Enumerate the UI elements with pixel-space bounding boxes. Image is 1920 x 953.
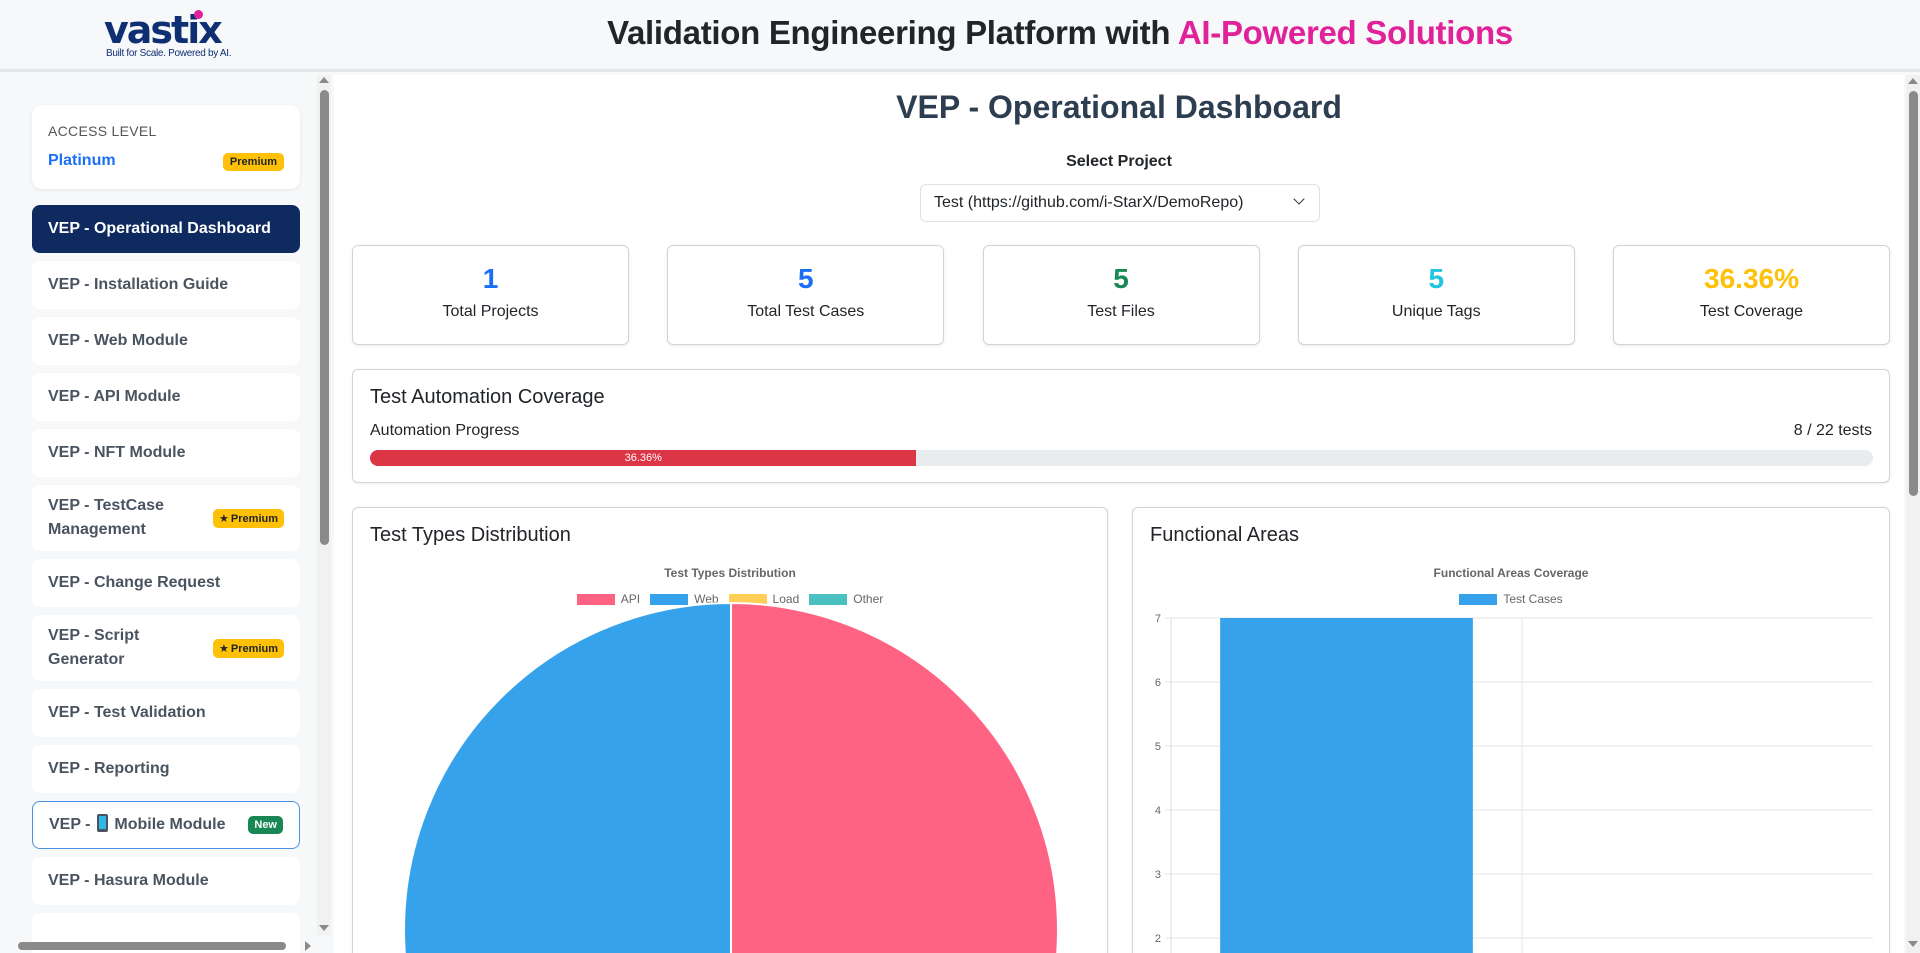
project-select[interactable]: Test (https://github.com/i-StarX/DemoRep… <box>920 184 1320 222</box>
stat-test-files: 5 Test Files <box>983 245 1260 345</box>
sidebar-item-label: VEP - Reporting <box>48 757 170 781</box>
scroll-down-arrow-icon[interactable] <box>319 925 329 931</box>
access-level-card: ACCESS LEVEL Platinum Premium <box>32 105 300 189</box>
project-select-value: Test (https://github.com/i-StarX/DemoRep… <box>934 194 1243 211</box>
sidebar-item-testcase-management[interactable]: VEP - TestCase Management ★Premium <box>32 485 300 551</box>
stat-unique-tags: 5 Unique Tags <box>1298 245 1575 345</box>
premium-badge: ★Premium <box>213 639 284 658</box>
stats-row: 1 Total Projects 5 Total Test Cases 5 Test … <box>352 245 1890 345</box>
stat-label: Test Coverage <box>1614 303 1889 321</box>
star-icon: ★ <box>219 513 229 525</box>
sidebar: ACCESS LEVEL Platinum Premium VEP - Oper… <box>0 75 320 953</box>
stat-value: 5 <box>1299 262 1574 296</box>
chevron-down-icon <box>1293 193 1304 204</box>
label-suffix: Mobile Module <box>114 816 225 833</box>
app-title-accent: AI-Powered Solutions <box>1178 14 1513 51</box>
pie-slice-web[interactable] <box>404 603 731 953</box>
scroll-up-arrow-icon[interactable] <box>319 77 329 83</box>
badge-text: Premium <box>231 643 278 655</box>
sidebar-item-reporting[interactable]: VEP - Reporting <box>32 745 300 793</box>
pie-chart <box>353 508 1109 953</box>
test-types-card: Test Types Distribution Test Types Distr… <box>352 507 1108 953</box>
bar-chart: 2 3 4 5 6 7 <box>1133 508 1891 953</box>
stat-total-projects: 1 Total Projects <box>352 245 629 345</box>
stat-label: Total Projects <box>353 303 628 321</box>
automation-progress-label: Automation Progress <box>370 422 519 440</box>
functional-areas-card: Functional Areas Functional Areas Covera… <box>1132 507 1890 953</box>
sidebar-item-label: VEP - Installation Guide <box>48 273 228 297</box>
sidebar-item-label: VEP - Operational Dashboard <box>48 217 271 241</box>
premium-badge: Premium <box>223 153 284 171</box>
label-prefix: VEP - <box>49 816 95 833</box>
sidebar-nav: VEP - Operational Dashboard VEP - Instal… <box>32 205 300 953</box>
sidebar-item-hasura-module[interactable]: VEP - Hasura Module <box>32 857 300 905</box>
automation-test-count: 8 / 22 tests <box>1794 422 1872 440</box>
sidebar-item-mobile-module[interactable]: VEP - Mobile Module New <box>32 801 300 849</box>
star-icon: ★ <box>219 643 229 655</box>
sidebar-item-label: VEP - Change Request <box>48 571 220 595</box>
scroll-up-arrow-icon[interactable] <box>1908 78 1918 84</box>
sidebar-scrollbar-thumb[interactable] <box>320 90 329 545</box>
sidebar-item-operational-dashboard[interactable]: VEP - Operational Dashboard <box>32 205 300 253</box>
stat-value: 5 <box>984 262 1259 296</box>
automation-progress-bar: 36.36% <box>370 450 1873 466</box>
stat-label: Total Test Cases <box>668 303 943 321</box>
sidebar-horizontal-scrollbar[interactable] <box>18 942 286 950</box>
sidebar-item-label: VEP - NFT Module <box>48 441 185 465</box>
sidebar-item-script-generator[interactable]: VEP - Script Generator ★Premium <box>32 615 300 681</box>
sidebar-item-label: VEP - Hasura Module <box>48 869 209 893</box>
stat-label: Test Files <box>984 303 1259 321</box>
y-tick-label: 2 <box>1155 933 1161 945</box>
sidebar-item-web-module[interactable]: VEP - Web Module <box>32 317 300 365</box>
sidebar-item-label: VEP - Web Module <box>48 329 188 353</box>
scroll-down-arrow-icon[interactable] <box>1908 941 1918 947</box>
automation-coverage-card: Test Automation Coverage Automation Prog… <box>352 369 1890 483</box>
sidebar-item-nft-module[interactable]: VEP - NFT Module <box>32 429 300 477</box>
app-title: Validation Engineering Platform with AI-… <box>0 14 1920 52</box>
stat-label: Unique Tags <box>1299 303 1574 321</box>
y-tick-label: 5 <box>1155 741 1161 753</box>
stat-test-coverage: 36.36% Test Coverage <box>1613 245 1890 345</box>
premium-badge: ★Premium <box>213 509 284 528</box>
top-header: vastix Built for Scale. Powered by AI. V… <box>0 0 1920 72</box>
mobile-phone-icon <box>97 814 108 832</box>
stat-value: 1 <box>353 262 628 296</box>
card-title: Test Automation Coverage <box>370 386 605 409</box>
progress-fill: 36.36% <box>370 450 916 466</box>
y-tick-label: 3 <box>1155 869 1161 881</box>
stat-total-test-cases: 5 Total Test Cases <box>667 245 944 345</box>
pie-slice-api[interactable] <box>731 603 1058 953</box>
access-level-label: ACCESS LEVEL <box>48 123 157 139</box>
sidebar-item-api-module[interactable]: VEP - API Module <box>32 373 300 421</box>
y-tick-label: 7 <box>1155 613 1161 625</box>
main-scrollbar-thumb[interactable] <box>1909 91 1918 496</box>
scroll-right-arrow-icon[interactable] <box>305 941 311 951</box>
select-project-label: Select Project <box>334 153 1904 171</box>
stat-value: 36.36% <box>1614 262 1889 296</box>
sidebar-item-installation-guide[interactable]: VEP - Installation Guide <box>32 261 300 309</box>
bar[interactable] <box>1220 618 1473 953</box>
sidebar-item-label: VEP - Script Generator <box>48 624 198 672</box>
y-tick-label: 4 <box>1155 805 1161 817</box>
sidebar-item-label: VEP - Mobile Module <box>49 813 226 837</box>
app-title-main: Validation Engineering Platform with <box>607 14 1178 51</box>
stat-value: 5 <box>668 262 943 296</box>
sidebar-item-change-request[interactable]: VEP - Change Request <box>32 559 300 607</box>
sidebar-item-test-validation[interactable]: VEP - Test Validation <box>32 689 300 737</box>
page-title: VEP - Operational Dashboard <box>334 89 1904 126</box>
badge-text: Premium <box>231 513 278 525</box>
access-level-value: Platinum <box>48 152 116 170</box>
sidebar-item-label: VEP - API Module <box>48 385 180 409</box>
sidebar-item-label: VEP - Test Validation <box>48 701 206 725</box>
main-content: VEP - Operational Dashboard Select Proje… <box>334 75 1904 953</box>
y-tick-label: 6 <box>1155 677 1161 689</box>
sidebar-item-label: VEP - TestCase Management <box>48 494 198 542</box>
new-badge: New <box>248 816 283 834</box>
